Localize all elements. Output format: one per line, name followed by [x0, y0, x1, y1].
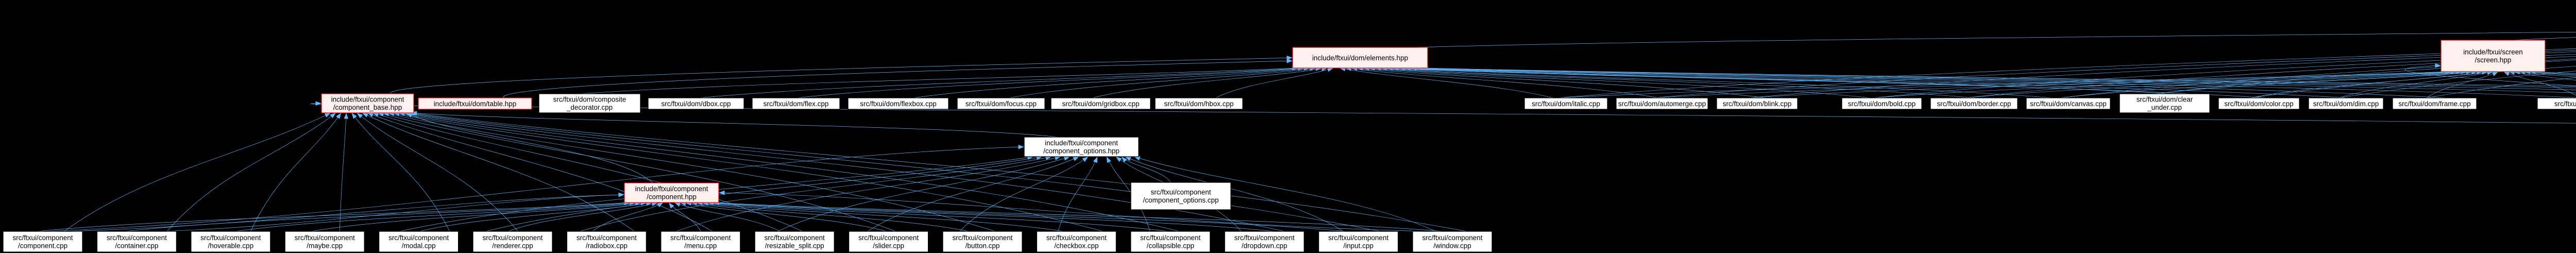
svg-text:src/ftxui/dom/canvas.cpp: src/ftxui/dom/canvas.cpp	[2030, 100, 2107, 108]
svg-text:/slider.cpp: /slider.cpp	[873, 242, 904, 249]
svg-text:src/ftxui/component: src/ftxui/component	[1150, 189, 1211, 196]
svg-text:src/ftxui/component: src/ftxui/component	[858, 234, 919, 242]
svg-text:/modal.cpp: /modal.cpp	[402, 242, 436, 249]
svg-text:include/ftxui/component: include/ftxui/component	[1045, 139, 1118, 147]
svg-text:/input.cpp: /input.cpp	[1343, 242, 1374, 249]
svg-text:src/ftxui/dom/bold.cpp: src/ftxui/dom/bold.cpp	[1848, 100, 1916, 108]
svg-text:src/ftxui/component: src/ftxui/component	[765, 234, 825, 242]
svg-text:include/ftxui/component: include/ftxui/component	[635, 185, 708, 193]
svg-text:src/ftxui/dom/dbox.cpp: src/ftxui/dom/dbox.cpp	[661, 100, 731, 108]
svg-text:/button.cpp: /button.cpp	[965, 242, 1000, 249]
svg-text:/renderer.cpp: /renderer.cpp	[492, 242, 533, 249]
svg-text:/resizable_split.cpp: /resizable_split.cpp	[765, 242, 824, 249]
svg-text:_under.cpp: _under.cpp	[2147, 104, 2182, 111]
svg-text:/maybe.cpp: /maybe.cpp	[307, 242, 343, 249]
svg-text:/hoverable.cpp: /hoverable.cpp	[208, 242, 254, 249]
svg-text:src/ftxui/component: src/ftxui/component	[577, 234, 637, 242]
svg-text:src/ftxui/component: src/ftxui/component	[1046, 234, 1107, 242]
svg-text:src/ftxui/dom/blink.cpp: src/ftxui/dom/blink.cpp	[1723, 100, 1792, 108]
svg-text:src/ftxui/component: src/ftxui/component	[1328, 234, 1388, 242]
svg-text:src/ftxui/component: src/ftxui/component	[952, 234, 1012, 242]
svg-text:src/ftxui/dom/clear: src/ftxui/dom/clear	[2137, 96, 2193, 104]
svg-text:_decorator.cpp: _decorator.cpp	[566, 104, 613, 111]
svg-text:/component_base.hpp: /component_base.hpp	[333, 104, 402, 111]
svg-text:/component.hpp: /component.hpp	[647, 193, 697, 200]
svg-text:src/ftxui/dom/gridbox.cpp: src/ftxui/dom/gridbox.cpp	[1062, 100, 1139, 108]
svg-text:src/ftxui/dom/gauge.cpp: src/ftxui/dom/gauge.cpp	[2554, 100, 2576, 108]
svg-text:/component.cpp: /component.cpp	[18, 242, 67, 249]
svg-text:/radiobox.cpp: /radiobox.cpp	[586, 242, 628, 249]
svg-text:include/ftxui/dom/elements.hpp: include/ftxui/dom/elements.hpp	[1312, 54, 1408, 62]
svg-text:src/ftxui/dom/composite: src/ftxui/dom/composite	[553, 96, 626, 104]
svg-text:src/ftxui/component: src/ftxui/component	[1140, 234, 1200, 242]
svg-text:src/ftxui/dom/automerge.cpp: src/ftxui/dom/automerge.cpp	[1618, 100, 1706, 108]
svg-text:/collapsible.cpp: /collapsible.cpp	[1147, 242, 1194, 249]
svg-text:include/ftxui/dom/table.hpp: include/ftxui/dom/table.hpp	[434, 100, 517, 108]
svg-text:src/ftxui/dom/focus.cpp: src/ftxui/dom/focus.cpp	[965, 100, 1037, 108]
svg-text:src/ftxui/component: src/ftxui/component	[670, 234, 731, 242]
svg-text:/window.cpp: /window.cpp	[1433, 242, 1471, 249]
svg-text:/component_options.hpp: /component_options.hpp	[1043, 147, 1120, 155]
svg-text:/dropdown.cpp: /dropdown.cpp	[1242, 242, 1287, 249]
svg-text:src/ftxui/dom/italic.cpp: src/ftxui/dom/italic.cpp	[1532, 100, 1600, 108]
svg-text:/screen.hpp: /screen.hpp	[2475, 56, 2512, 64]
svg-text:src/ftxui/component: src/ftxui/component	[12, 234, 73, 242]
svg-text:src/ftxui/component: src/ftxui/component	[482, 234, 543, 242]
svg-text:src/ftxui/component: src/ftxui/component	[1422, 234, 1482, 242]
svg-text:/container.cpp: /container.cpp	[115, 242, 158, 249]
svg-text:include/ftxui/component: include/ftxui/component	[331, 96, 404, 104]
svg-text:src/ftxui/component: src/ftxui/component	[200, 234, 261, 242]
svg-text:/menu.cpp: /menu.cpp	[684, 242, 717, 249]
svg-text:include/ftxui/screen: include/ftxui/screen	[2463, 48, 2523, 56]
svg-text:src/ftxui/dom/flexbox.cpp: src/ftxui/dom/flexbox.cpp	[860, 100, 937, 108]
svg-text:src/ftxui/dom/border.cpp: src/ftxui/dom/border.cpp	[1937, 100, 2011, 108]
svg-text:src/ftxui/dom/hbox.cpp: src/ftxui/dom/hbox.cpp	[1164, 100, 1233, 108]
svg-text:src/ftxui/component: src/ftxui/component	[107, 234, 167, 242]
svg-text:/component_options.cpp: /component_options.cpp	[1143, 196, 1218, 204]
svg-text:/checkbox.cpp: /checkbox.cpp	[1054, 242, 1098, 249]
svg-text:src/ftxui/dom/color.cpp: src/ftxui/dom/color.cpp	[2224, 100, 2293, 108]
svg-text:src/ftxui/component: src/ftxui/component	[295, 234, 355, 242]
svg-text:src/ftxui/dom/dim.cpp: src/ftxui/dom/dim.cpp	[2313, 100, 2379, 108]
svg-text:src/ftxui/dom/flex.cpp: src/ftxui/dom/flex.cpp	[764, 100, 829, 108]
svg-text:src/ftxui/component: src/ftxui/component	[1234, 234, 1295, 242]
svg-text:src/ftxui/component: src/ftxui/component	[388, 234, 449, 242]
svg-text:src/ftxui/dom/frame.cpp: src/ftxui/dom/frame.cpp	[2398, 100, 2470, 108]
